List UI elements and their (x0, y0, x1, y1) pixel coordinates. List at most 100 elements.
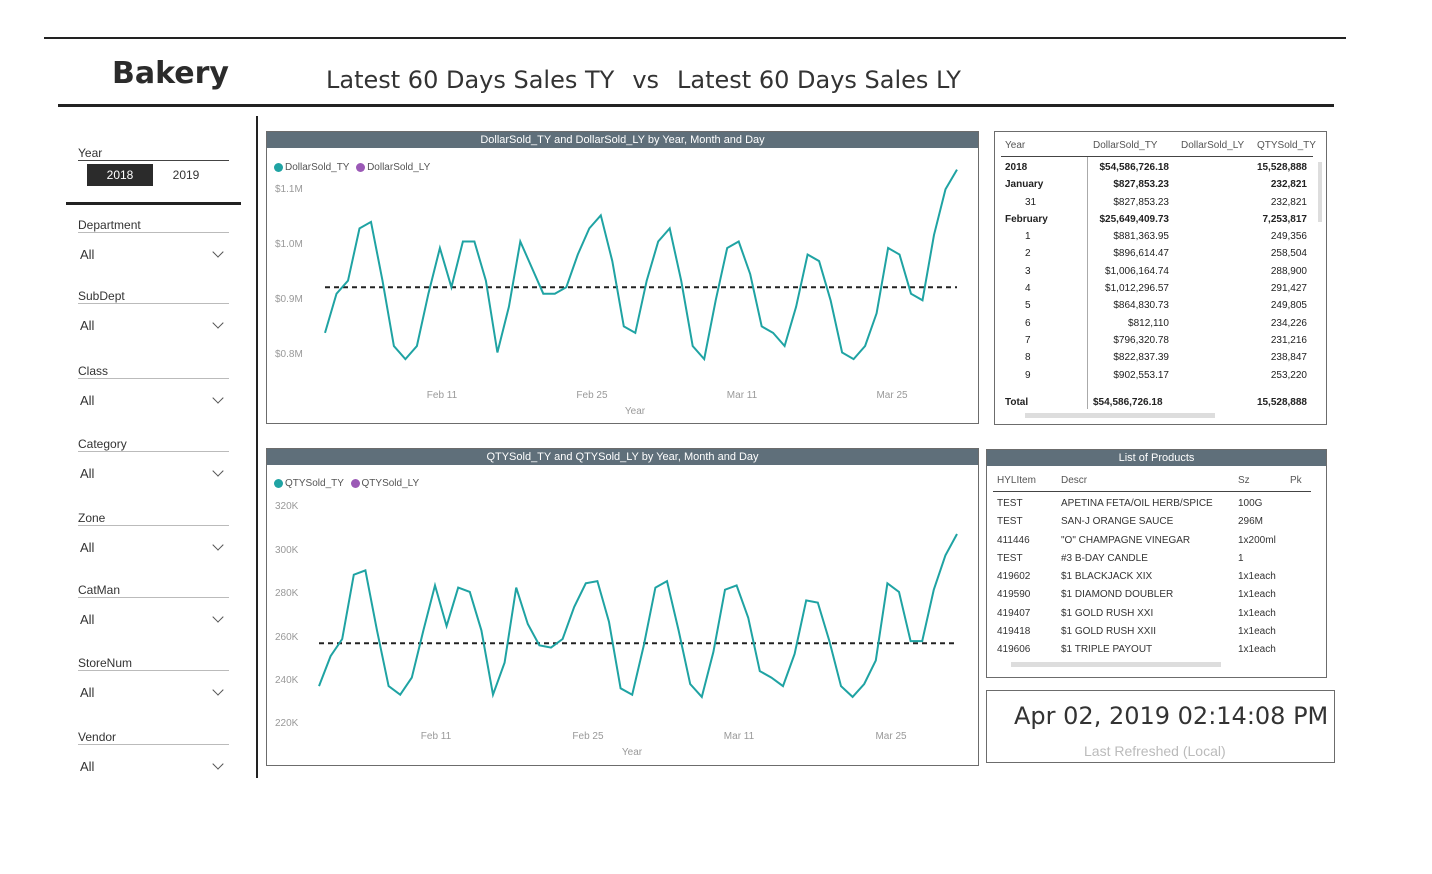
product-col-sz[interactable]: Sz (1238, 475, 1250, 486)
matrix-total-qty: 15,528,888 (1256, 397, 1307, 408)
product-hscrollbar[interactable] (1011, 662, 1221, 667)
matrix-column-rule (1087, 157, 1088, 409)
product-item: 411446 (997, 534, 1030, 546)
chevron-down-icon (212, 465, 224, 477)
matrix-row[interactable]: 1 $881,363.95 249,356 (1005, 231, 1317, 248)
product-descr: #3 B-DAY CANDLE (1061, 552, 1148, 564)
year-button-2019[interactable]: 2019 (172, 168, 200, 182)
product-item: TEST (997, 552, 1023, 564)
qty-chart-panel: QTYSold_TY and QTYSold_LY by Year, Month… (266, 448, 979, 766)
product-row[interactable]: 419606 $1 TRIPLE PAYOUT 1x1each (997, 644, 1317, 662)
slicer-label: CatMan (78, 583, 121, 597)
chevron-down-icon (212, 317, 224, 329)
slicer-value: All (80, 685, 95, 700)
product-row[interactable]: 419590 $1 DIAMOND DOUBLER 1x1each (997, 589, 1317, 607)
matrix-row[interactable]: 31 $827,853.23 232,821 (1005, 197, 1317, 214)
slicer-underline (78, 670, 229, 671)
x-tick-label: Mar 25 (875, 731, 907, 742)
product-col-item[interactable]: HYLItem (997, 475, 1036, 486)
x-tick-label: Mar 11 (724, 731, 755, 742)
product-row[interactable]: 419602 $1 BLACKJACK XIX 1x1each (997, 571, 1317, 589)
slicer-dropdown[interactable]: All (78, 754, 230, 778)
matrix-row[interactable]: 6 $812,110 234,226 (1005, 318, 1317, 335)
legend-qty-ty-label: QTYSold_TY (285, 478, 344, 489)
slicer-underline (78, 232, 229, 233)
matrix-col-dollar-ty[interactable]: DollarSold_TY (1093, 140, 1158, 151)
product-row[interactable]: TEST SAN-J ORANGE SAUCE 296M (997, 516, 1317, 534)
matrix-col-dollar-ly[interactable]: DollarSold_LY (1181, 140, 1245, 151)
y-tick-label: $1.1M (275, 184, 303, 195)
matrix-header-rule (1001, 156, 1313, 157)
product-descr: $1 GOLD RUSH XXI (1061, 607, 1154, 619)
dollar-chart-panel: DollarSold_TY and DollarSold_LY by Year,… (266, 131, 979, 424)
product-row[interactable]: TEST APETINA FETA/OIL HERB/SPICE 100G (997, 498, 1317, 516)
matrix-col-year[interactable]: Year (1005, 140, 1026, 151)
product-descr: $1 DIAMOND DOUBLER (1061, 589, 1174, 601)
y-tick-label: 300K (275, 545, 299, 556)
product-row[interactable]: 411446 "O" CHAMPAGNE VINEGAR 1x200ml (997, 535, 1317, 553)
matrix-row-qty: 249,805 (1270, 300, 1307, 312)
matrix-row[interactable]: February $25,649,409.73 7,253,817 (1005, 214, 1317, 231)
slicer-dropdown[interactable]: All (78, 242, 230, 266)
matrix-row[interactable]: 8 $822,837.39 238,847 (1005, 352, 1317, 369)
product-row[interactable]: 419418 $1 GOLD RUSH XXII 1x1each (997, 626, 1317, 644)
slicer-underline (78, 597, 229, 598)
product-row[interactable]: TEST #3 B-DAY CANDLE 1 (997, 553, 1317, 571)
product-row[interactable]: 419407 $1 GOLD RUSH XXI 1x1each (997, 608, 1317, 626)
product-col-pk[interactable]: Pk (1290, 475, 1302, 486)
year-button-2018[interactable]: 2018 (87, 164, 153, 186)
x-axis-title: Year (625, 406, 646, 417)
x-tick-label: Feb 25 (576, 390, 608, 401)
slicer-dropdown[interactable]: All (78, 461, 230, 485)
slicer-dropdown[interactable]: All (78, 680, 230, 704)
product-item: 419590 (997, 589, 1031, 601)
legend-qty-ly-label: QTYSold_LY (361, 478, 420, 489)
matrix-row-qty: 15,528,888 (1256, 162, 1307, 173)
qty-line-chart: 320K 300K 280K 260K 240K 220K Feb 11 Feb 25 Mar … (275, 501, 958, 758)
matrix-row-ty: $881,363.95 (1113, 231, 1169, 243)
dollar-chart-title: DollarSold_TY and DollarSold_LY by Year,… (267, 132, 978, 148)
matrix-row-ty: $827,853.23 (1113, 179, 1169, 191)
product-descr: $1 TRIPLE PAYOUT (1061, 644, 1153, 656)
y-tick-label: 240K (275, 675, 299, 686)
product-item: 419407 (997, 607, 1031, 619)
slicer-dropdown[interactable]: All (78, 313, 230, 337)
product-list-title: List of Products (987, 450, 1326, 466)
matrix-row-ty: $1,006,164.74 (1105, 265, 1169, 277)
y-tick-label: $0.9M (275, 294, 303, 305)
matrix-row-qty: 232,821 (1270, 179, 1307, 191)
matrix-hscrollbar[interactable] (1025, 413, 1215, 418)
slicer-dropdown[interactable]: All (78, 388, 230, 412)
x-tick-label: Feb 11 (421, 731, 452, 742)
product-col-descr[interactable]: Descr (1061, 475, 1088, 486)
matrix-row[interactable]: January $827,853.23 232,821 (1005, 179, 1317, 196)
y-tick-label: 280K (275, 588, 299, 599)
product-descr: $1 BLACKJACK XIX (1061, 571, 1153, 583)
product-item: TEST (997, 516, 1023, 528)
matrix-row-ly: $827,853.23 (1113, 196, 1169, 208)
matrix-row[interactable]: 3 $1,006,164.74 288,900 (1005, 266, 1317, 283)
product-descr: "O" CHAMPAGNE VINEGAR (1061, 534, 1191, 546)
matrix-row[interactable]: 5 $864,830.73 249,805 (1005, 300, 1317, 317)
matrix-row-ty: $796,320.78 (1113, 334, 1169, 346)
chevron-down-icon (212, 392, 224, 404)
matrix-row-label: 8 (1025, 352, 1031, 364)
chevron-down-icon (212, 684, 224, 696)
matrix-row[interactable]: 9 $902,553.17 253,220 (1005, 370, 1317, 387)
series-line-ty[interactable] (324, 169, 958, 362)
slicer-dropdown[interactable]: All (78, 535, 230, 559)
matrix-row[interactable]: 2018 $54,586,726.18 15,528,888 (1005, 162, 1317, 179)
matrix-row-label: 31 (1025, 196, 1037, 208)
legend-ty-dot (274, 162, 283, 172)
matrix-row[interactable]: 7 $796,320.78 231,216 (1005, 335, 1317, 352)
matrix-row[interactable]: 4 $1,012,296.57 291,427 (1005, 283, 1317, 300)
series-line-ty[interactable] (318, 533, 958, 699)
refresh-timestamp: Apr 02, 2019 02:14:08 PM (1014, 702, 1329, 730)
matrix-col-qty-ty[interactable]: QTYSold_TY (1257, 140, 1316, 151)
matrix-vscrollbar[interactable] (1318, 162, 1322, 222)
matrix-row[interactable]: 2 $896,614.47 258,504 (1005, 248, 1317, 265)
matrix-row-label: 5 (1025, 300, 1031, 312)
y-tick-label: 260K (275, 632, 299, 643)
legend-qty-ly-dot (350, 478, 360, 488)
slicer-dropdown[interactable]: All (78, 607, 230, 631)
